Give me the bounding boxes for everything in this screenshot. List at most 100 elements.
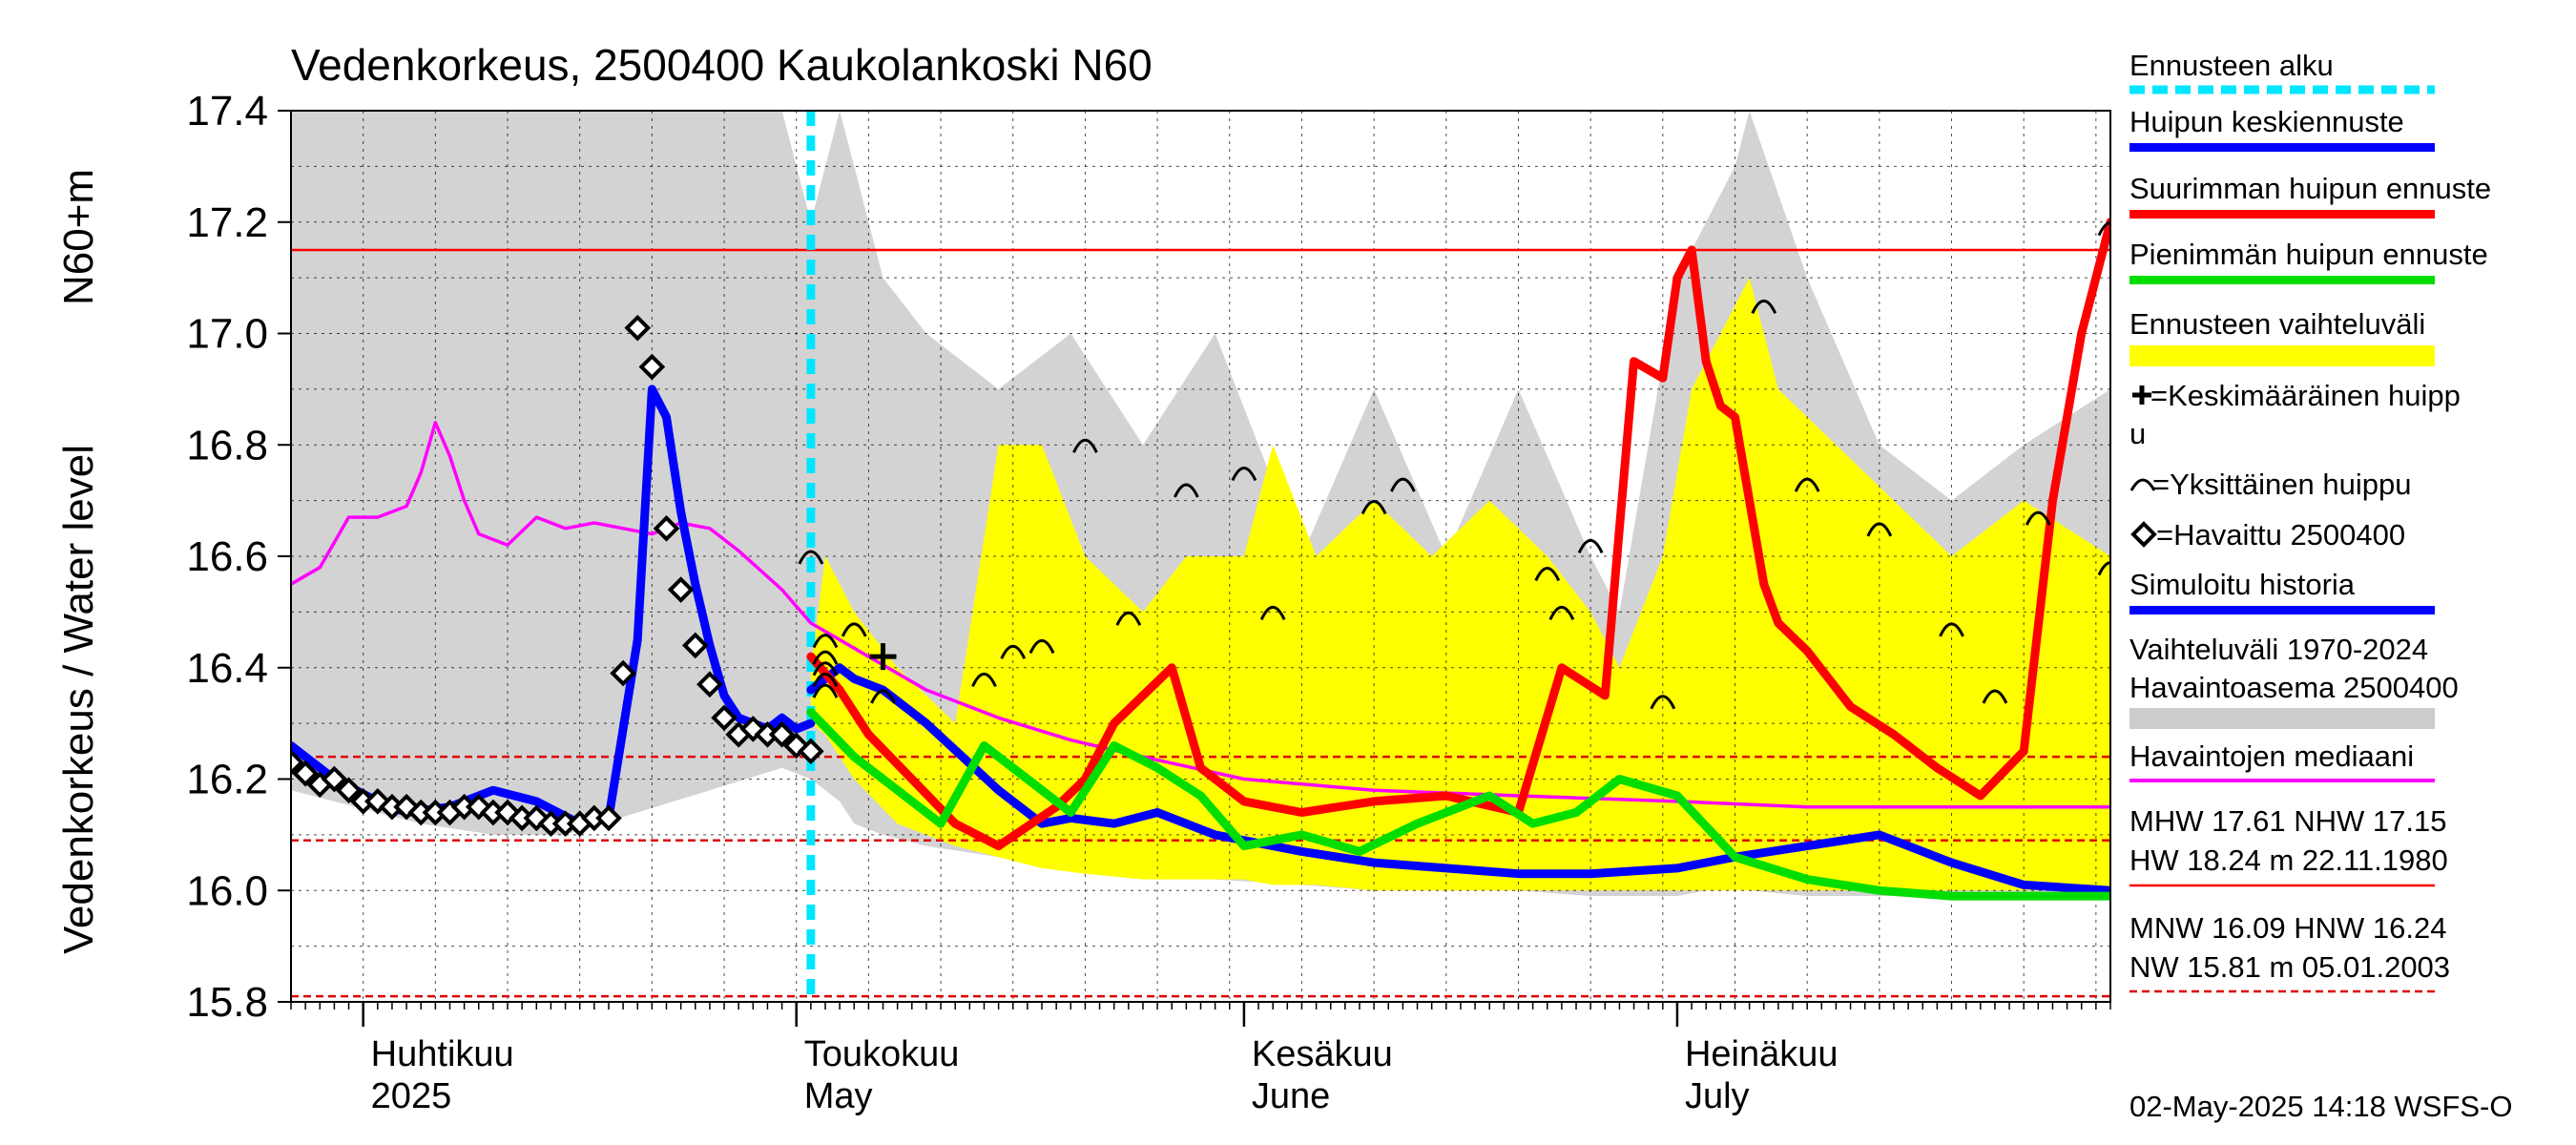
individual-peak-marker [1174, 483, 1199, 498]
observed-point [335, 777, 363, 804]
individual-peak-marker [812, 650, 839, 665]
observed-point [465, 793, 492, 821]
stats-line-2: HW 18.24 m 22.11.1980 [2129, 843, 2448, 877]
y-tick-label: 16.2 [186, 757, 268, 803]
observed-point [667, 576, 695, 603]
footer-timestamp: 02-May-2025 14:18 WSFS-O [2129, 1090, 2512, 1123]
legend-label-mean-peak: =Keskimääräinen huipp [2150, 379, 2461, 412]
individual-peak-marker [1534, 567, 1561, 582]
observed-point [624, 314, 652, 342]
observed-point [739, 716, 767, 742]
y-tick-label: 16.8 [186, 422, 268, 468]
legend-swatch-median [2129, 779, 2435, 782]
individual-peak-marker [1751, 299, 1777, 314]
legend-swatch-min-forecast [2129, 276, 2435, 284]
y-tick-label: 17.4 [186, 88, 268, 135]
legend-swatch-mean-forecast [2129, 143, 2435, 152]
individual-peak-marker [2097, 561, 2110, 576]
individual-peak-marker [1115, 611, 1142, 626]
individual-peak-marker [1794, 477, 1820, 492]
individual-peak-marker [870, 689, 896, 704]
legend-label-historical-station: Havaintoasema 2500400 [2129, 671, 2459, 704]
individual-peak-marker [2025, 510, 2051, 526]
y-tick-label: 15.8 [186, 979, 268, 1026]
individual-peak-marker [798, 550, 824, 565]
observed-point [696, 671, 723, 698]
observed-point [292, 760, 319, 787]
forecast-range-band [810, 278, 2110, 891]
individual-peak-marker [1028, 638, 1055, 655]
legend-label-median: Havaintojen mediaani [2129, 739, 2414, 773]
series-line-pienimm-n-huipun-ennuste [806, 707, 2110, 901]
individual-peak-marker [1577, 538, 1604, 553]
plot-area: 15.8 16.0 16.2 16.4 16.6 16.8 17.0 17.2 17.4 Huht… [186, 88, 2111, 1116]
series-line-huipun-keskiennuste [806, 663, 2110, 895]
stats-line-1: MHW 17.61 NHW 17.15 [2129, 804, 2447, 838]
individual-peak-marker [1650, 695, 1676, 710]
observed-point [610, 659, 636, 687]
legend-label-max-forecast: Suurimman huipun ennuste [2129, 172, 2491, 205]
individual-peak-marker [1072, 438, 1098, 453]
individual-peak-marker [812, 661, 839, 677]
y-tick-label: 16.6 [186, 533, 268, 580]
individual-peak-marker [1548, 605, 1575, 621]
x-month-sublabel: 2025 [371, 1076, 452, 1116]
y-axis-unit: N60+m [55, 169, 102, 305]
chart-title: Vedenkorkeus, 2500400 Kaukolankoski N60 [291, 40, 1153, 90]
y-tick-label: 17.2 [186, 199, 268, 246]
observed-point [653, 514, 680, 542]
legend: Ennusteen alku Huipun keskiennuste Suurimm… [2129, 49, 2491, 993]
individual-peak-marker [1000, 644, 1027, 659]
series-line-suurimman-huipun-ennuste [806, 218, 2110, 851]
stats-line-3: MNW 16.09 HNW 16.24 [2129, 911, 2447, 945]
stats-line-4: NW 15.81 m 05.01.2003 [2129, 950, 2450, 984]
observed-point [494, 799, 521, 826]
x-month-sublabel: July [1685, 1076, 1750, 1116]
individual-peak-marker [971, 672, 997, 688]
observed-point [595, 804, 622, 832]
legend-swatch-historical-range [2129, 708, 2435, 729]
observed-point [681, 632, 709, 659]
legend-label-forecast-range: Ennusteen vaihteluväli [2129, 307, 2425, 341]
individual-peak-marker [1259, 605, 1286, 621]
individual-peak-marker [841, 622, 867, 637]
x-month-sublabel: May [804, 1076, 873, 1116]
observed-point [638, 353, 666, 381]
observed-point [768, 720, 796, 748]
individual-peak-marker [812, 634, 839, 649]
individual-peak-marker [1390, 477, 1416, 492]
legend-label-forecast-start: Ennusteen alku [2129, 49, 2334, 82]
legend-swatch-max-forecast [2129, 210, 2435, 219]
legend-label-historical-range: Vaihteluväli 1970-2024 [2129, 633, 2428, 666]
y-tick-label: 16.0 [186, 867, 268, 914]
x-month-label: Heinäkuu [1685, 1034, 1839, 1074]
plot-inner [291, 111, 2110, 1002]
legend-arc-icon [2129, 478, 2156, 491]
legend-swatch-simulated [2129, 606, 2435, 614]
x-month-label: Huhtikuu [371, 1034, 514, 1074]
legend-swatch-forecast-range [2129, 345, 2435, 366]
observed-point [711, 704, 737, 732]
individual-peak-marker [1982, 689, 2008, 704]
observed-point [393, 793, 420, 821]
legend-label-simulated: Simuloitu historia [2129, 568, 2356, 601]
observed-point [798, 738, 824, 765]
legend-label-mean-forecast: Huipun keskiennuste [2129, 105, 2404, 138]
x-month-label: Toukokuu [804, 1034, 960, 1074]
individual-peak-marker [2097, 221, 2110, 237]
legend-label-individual-peak: =Yksittäinen huippu [2152, 468, 2411, 501]
individual-peak-marker [1939, 622, 1964, 637]
individual-peak-marker [1361, 500, 1387, 515]
x-month-sublabel: June [1252, 1076, 1330, 1116]
legend-label-mean-peak-cont: u [2129, 417, 2146, 450]
individual-peak-marker [1866, 522, 1893, 537]
legend-label-observed: =Havaittu 2500400 [2156, 518, 2405, 552]
y-axis-label: Vedenkorkeus / Water level [55, 445, 102, 954]
observed-point [364, 788, 391, 815]
legend-plus-icon [2132, 385, 2151, 405]
legend-label-min-forecast: Pienimmän huipun ennuste [2129, 238, 2488, 271]
individual-peak-marker [812, 672, 839, 688]
observed-point [291, 749, 304, 776]
y-tick-label: 17.0 [186, 311, 268, 358]
